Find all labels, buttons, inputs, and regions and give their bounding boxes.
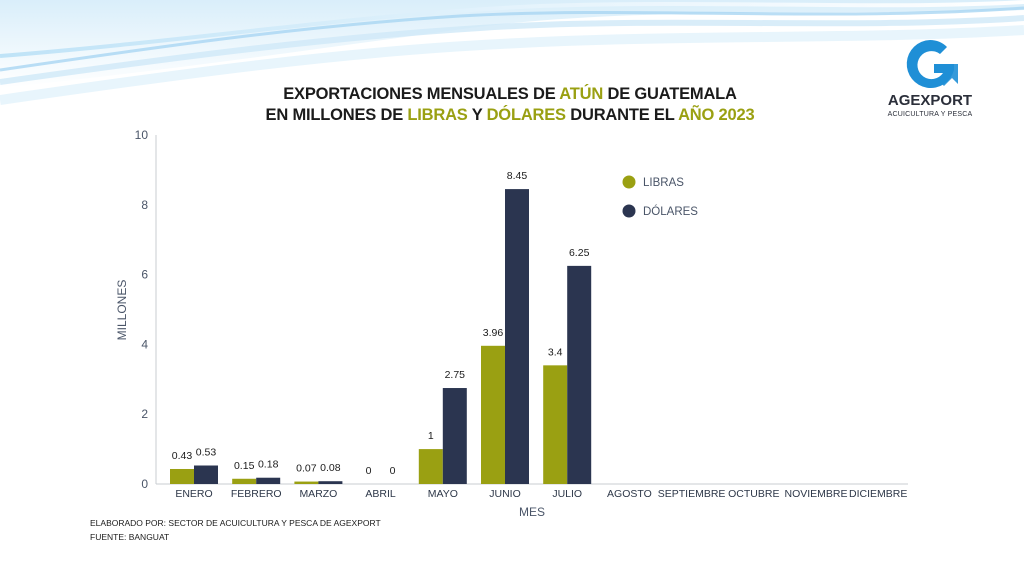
bar-dolares [256, 477, 281, 484]
y-tick-label: 8 [141, 198, 148, 212]
x-tick-label: ENERO [175, 488, 212, 500]
bar-libras [294, 481, 319, 484]
bar-value-label: 3.4 [548, 346, 563, 358]
bar-value-label: 6.25 [569, 247, 590, 259]
bar-value-label: 0.18 [258, 459, 279, 471]
legend-marker [622, 204, 636, 218]
bar-dolares [505, 189, 529, 484]
title-text: DE GUATEMALA [603, 85, 737, 103]
x-tick-label: NOVIEMBRE [784, 488, 847, 500]
title-text: EN MILLONES DE [265, 106, 408, 124]
bar-value-label: 0 [390, 465, 396, 477]
x-tick-label: SEPTIEMBRE [658, 488, 726, 500]
x-tick-label: MAYO [428, 488, 458, 500]
legend: LIBRAS DÓLARES [622, 175, 698, 218]
bar-libras [232, 478, 257, 484]
bar-libras [543, 365, 568, 484]
x-tick-label: ABRIL [365, 488, 396, 500]
bar-value-label: 0.15 [234, 460, 255, 472]
x-tick-label: JULIO [552, 488, 582, 500]
data-labels: 0.43 0.15 0.07 0 1 3.96 3.4 0.53 0.18 0.08 0 2.75 8.… [172, 170, 590, 477]
bar-dolares [194, 465, 218, 484]
bar-value-label: 1 [428, 430, 434, 442]
header-wave-decoration [0, 0, 1024, 105]
title-text: DURANTE EL [565, 106, 679, 124]
legend-label: LIBRAS [643, 177, 684, 189]
footer-credit: ELABORADO POR: SECTOR DE ACUICULTURA Y P… [90, 518, 381, 528]
y-axis: 0 2 4 6 8 10 [135, 128, 157, 491]
bar-value-label: 0.53 [196, 447, 217, 459]
bar-value-label: 0.43 [172, 450, 193, 462]
legend-marker [622, 175, 636, 189]
bars [170, 189, 592, 484]
x-tick-label: AGOSTO [607, 488, 652, 500]
title-highlight: AÑO 2023 [678, 106, 755, 124]
logo-subtitle: ACUICULTURA Y PESCA [887, 111, 973, 118]
bar-libras [418, 449, 443, 484]
y-tick-label: 6 [141, 268, 148, 282]
title-text: EXPORTACIONES MENSUALES DE [283, 85, 560, 103]
bar-dolares [442, 388, 467, 484]
bar-value-label: 0.08 [320, 462, 341, 474]
x-tick-label: FEBRERO [231, 488, 282, 500]
title-text: Y [467, 106, 487, 124]
title-highlight: LIBRAS [407, 106, 468, 124]
bar-dolares [567, 265, 592, 484]
x-axis: ENERO FEBRERO MARZO ABRIL MAYO JUNIO JULIO AGOS… [156, 483, 908, 500]
title-highlight: DÓLARES [486, 106, 566, 124]
x-tick-label: DICIEMBRE [849, 488, 907, 500]
bar-libras [170, 468, 194, 484]
bar-value-label: 3.96 [483, 327, 504, 339]
bar-value-label: 2.75 [445, 369, 466, 381]
title-highlight: ATÚN [559, 85, 604, 103]
bar-value-label: 0 [366, 465, 372, 477]
y-tick-label: 10 [135, 128, 149, 142]
legend-label: DÓLARES [643, 205, 698, 218]
footer-source: FUENTE: BANGUAT [90, 532, 170, 542]
chart-title-line-1: EXPORTACIONES MENSUALES DE ATÚN DE GUATE… [230, 85, 790, 104]
y-tick-label: 0 [141, 477, 148, 491]
bar-libras [481, 345, 505, 484]
chart-title-line-2: EN MILLONES DE LIBRAS Y DÓLARES DURANTE … [230, 106, 790, 125]
bar-value-label: 0.07 [296, 463, 317, 475]
x-tick-label: OCTUBRE [728, 488, 779, 500]
x-axis-label: MES [519, 505, 545, 519]
agexport-g-arrow-icon [906, 39, 958, 88]
y-axis-label: MILLONES [115, 280, 129, 341]
y-tick-label: 2 [141, 407, 148, 421]
logo-name: AGEXPORT [887, 92, 973, 109]
y-tick-label: 4 [141, 337, 148, 351]
bar-value-label: 8.45 [507, 170, 528, 182]
bar-dolares [318, 481, 343, 484]
x-tick-label: JUNIO [489, 488, 521, 500]
x-tick-label: MARZO [299, 488, 337, 500]
